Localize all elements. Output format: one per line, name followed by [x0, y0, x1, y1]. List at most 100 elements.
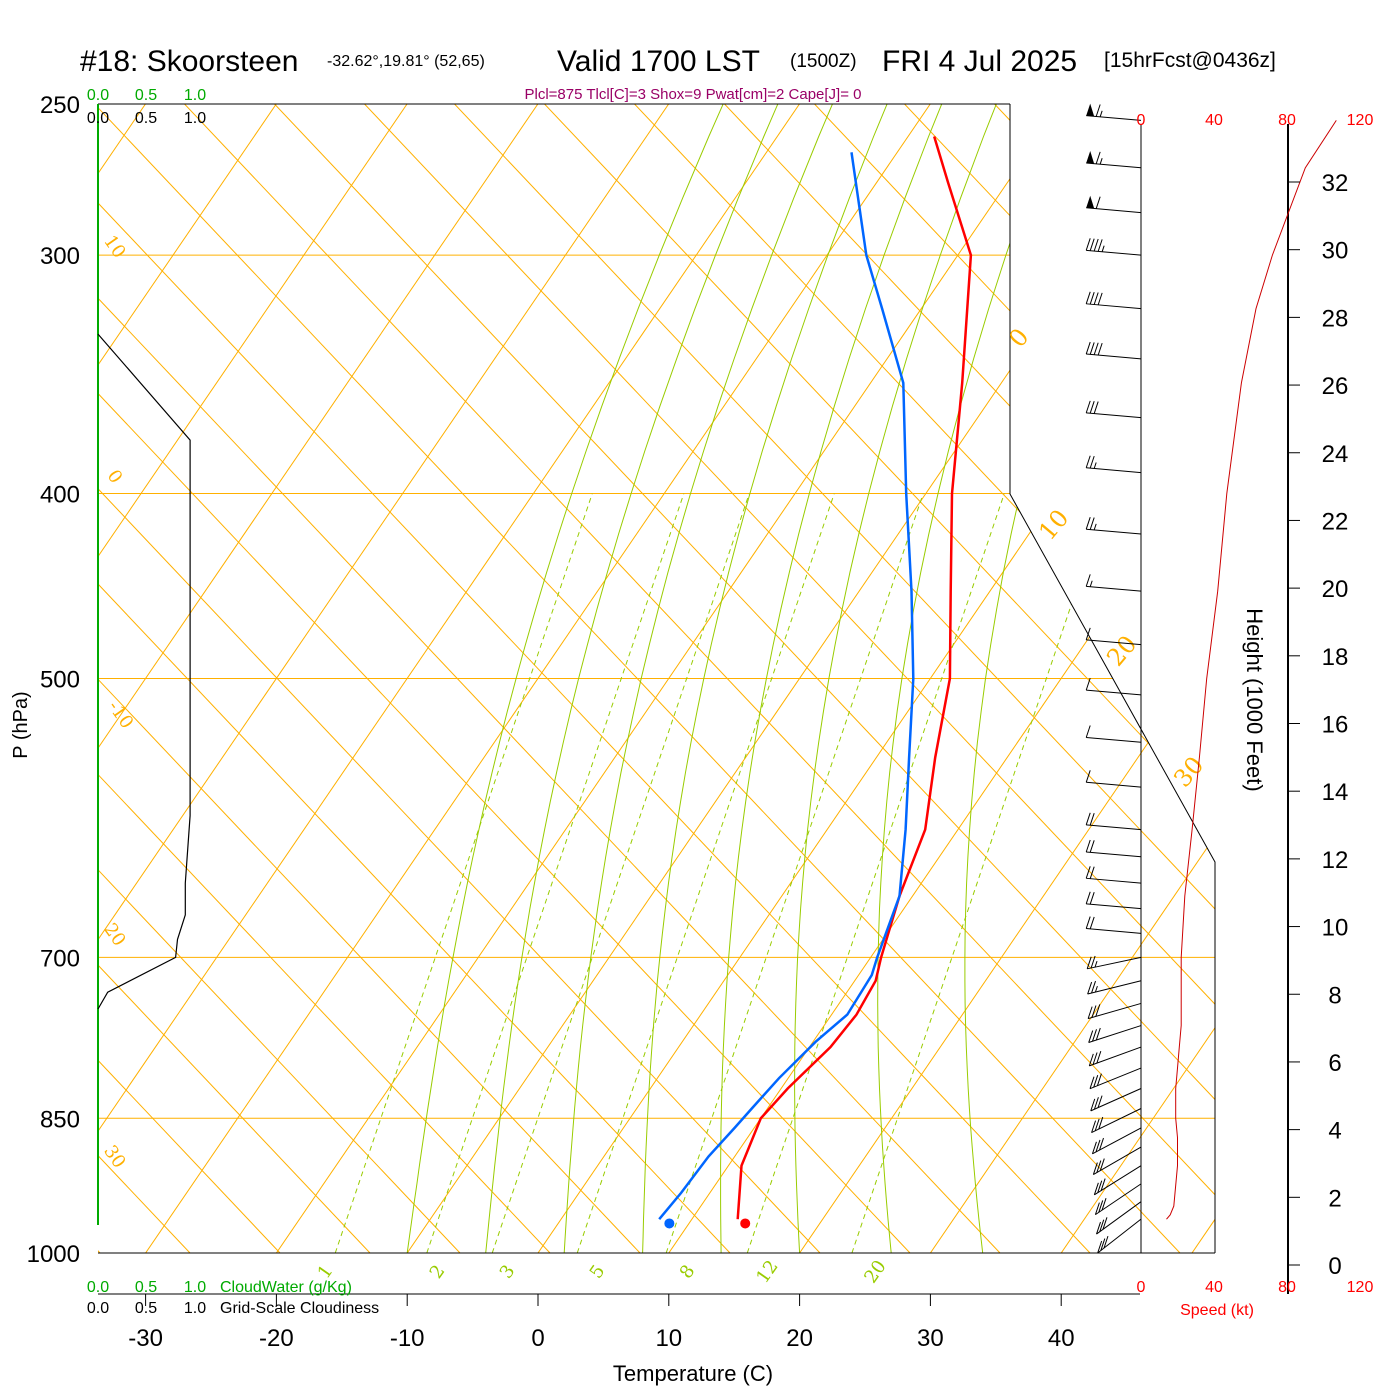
wind-barb — [1085, 891, 1142, 910]
wind-barb-feather — [1090, 1098, 1096, 1112]
wind-barb-feather — [1095, 1027, 1101, 1041]
wind-barb-feather — [1095, 1139, 1101, 1153]
cloudiness-bottom-tick: 1.0 — [184, 1300, 206, 1317]
wind-barb-feather — [1097, 1240, 1103, 1254]
wind-barb-feather — [1085, 916, 1091, 929]
wind-barb — [1093, 1165, 1142, 1196]
pressure-tick-label: 700 — [40, 945, 80, 972]
wind-barb — [1085, 916, 1142, 934]
mixing-ratio-label: 20 — [860, 1256, 890, 1287]
cloudiness-top-tick: 1.0 — [184, 110, 206, 127]
wind-barb-feather — [1097, 239, 1103, 252]
wind-barb — [1085, 677, 1142, 696]
wind-barb-feather — [1089, 455, 1095, 469]
isotherm-line — [98, 104, 823, 1253]
wind-barb-feather — [1085, 812, 1091, 825]
wind-barb-feather — [1097, 292, 1103, 306]
wind-barb-staff — [1087, 956, 1142, 970]
dry-adiabat-line — [659, 104, 1215, 1253]
wind-barb — [1085, 725, 1142, 743]
wind-barb-staff — [1092, 1127, 1142, 1155]
wind-barb-feather — [1096, 1073, 1102, 1086]
isotherm-label: 0 — [1003, 323, 1034, 353]
wind-barb — [1089, 1067, 1142, 1090]
wind-barb-feather — [1085, 400, 1091, 414]
wind-barb-flag — [1086, 150, 1095, 164]
cloudiness-label: Grid-Scale Cloudiness — [220, 1300, 379, 1317]
dry-adiabat-line — [98, 104, 371, 1253]
wind-barb-feather — [1096, 1050, 1102, 1064]
height-tick-label: 8 — [1328, 982, 1341, 1009]
dry-adiabat-line — [0, 36, 10, 1253]
wind-barb-half-feather — [1099, 110, 1103, 117]
mixing-ratio-line — [746, 493, 1005, 1253]
dry-adiabat-label: 30 — [99, 1141, 129, 1172]
wind-barb-feather — [1085, 627, 1091, 641]
wind-barb-feather — [1091, 1005, 1097, 1018]
sounding-profiles — [658, 136, 973, 1229]
mixing-ratio-label: 12 — [752, 1256, 782, 1287]
height-tick-label: 16 — [1322, 712, 1349, 739]
wind-barb-feather — [1089, 892, 1095, 905]
wind-barb-feather — [1089, 238, 1095, 251]
height-tick-label: 20 — [1322, 576, 1349, 603]
wind-barb-feather — [1101, 1198, 1107, 1211]
wind-barb-feather — [1093, 1074, 1099, 1088]
dry-adiabat-line — [98, 104, 551, 1253]
dry-adiabat-label: 20 — [99, 919, 129, 950]
wind-barb-feather — [1100, 1238, 1106, 1251]
cloud-water-bottom-tick: 0.5 — [135, 1279, 157, 1296]
isotherm-line — [98, 104, 431, 1253]
wind-barb-flag — [1086, 195, 1095, 209]
cloudiness-bottom-tick: 0.0 — [87, 1300, 109, 1317]
stability-indices: Plcl=875 Tlcl[C]=3 Shox=9 Pwat[cm]=2 Cap… — [525, 86, 862, 103]
dry-adiabat-line — [98, 104, 1181, 1253]
isotherm-line — [122, 104, 954, 1253]
wind-barb-feather — [1091, 1141, 1097, 1154]
wind-barb — [1094, 1183, 1142, 1216]
temperature-tick-label: 10 — [655, 1325, 682, 1352]
dry-adiabat-line — [98, 104, 101, 1253]
wind-barb-staff — [1094, 1165, 1142, 1196]
wind-barb-staff — [1086, 639, 1142, 646]
cloud-water-bottom-tick: 1.0 — [184, 1279, 206, 1296]
wind-barb-feather — [1098, 1200, 1104, 1213]
moist-adiabat-line — [877, 104, 1074, 1253]
isotherm-line — [907, 104, 1215, 1253]
cloud-panel: 0.0 0.0 0.0 0.0 0.5 0.5 0.5 0.5 1.0 1.0 1.0 1.0 Clou… — [87, 87, 379, 1317]
dry-adiabat-line — [98, 104, 1001, 1253]
isotherm-line — [98, 104, 169, 1253]
mixing-ratio-line — [576, 493, 835, 1253]
wind-barb — [1085, 341, 1142, 360]
utc-time: (1500Z) — [790, 51, 857, 72]
wind-barb — [1085, 627, 1142, 646]
moist-adiabat-line — [964, 104, 1153, 1253]
mixing-ratio-line — [334, 493, 593, 1253]
wind-barb-staff — [1088, 1025, 1142, 1044]
wind-barb-staff — [1096, 1201, 1142, 1235]
pressure-tick-label: 300 — [40, 243, 80, 270]
speed-bottom-tick: 80 — [1278, 1279, 1296, 1296]
wind-barb-staff — [1086, 115, 1142, 121]
wind-barb-feather — [1094, 1202, 1100, 1215]
wind-barb-feather — [1099, 1158, 1105, 1171]
temperature-tick-label: 30 — [917, 1325, 944, 1352]
wind-barb-staff — [1086, 249, 1142, 256]
wind-barb-feather — [1085, 455, 1091, 468]
wind-barb-feather — [1102, 1217, 1108, 1230]
wind-barb-feather — [1085, 770, 1091, 783]
dewpoint-profile — [658, 152, 915, 1220]
wind-barb — [1086, 955, 1142, 970]
isotherm-line — [98, 104, 300, 1253]
x-axis-label: Temperature (C) — [613, 1361, 773, 1386]
wind-barb-staff — [1086, 412, 1142, 419]
height-tick-label: 4 — [1328, 1118, 1341, 1145]
isotherm-label: 20 — [1101, 630, 1142, 671]
y-axis-label: P (hPa) — [10, 691, 32, 758]
height-tick-label: 2 — [1328, 1185, 1341, 1212]
wind-barb-feather — [1089, 342, 1095, 355]
wind-barb-feather — [1085, 341, 1091, 355]
wind-speed-profile — [1166, 120, 1337, 1220]
mixing-ratio-line — [491, 493, 750, 1253]
